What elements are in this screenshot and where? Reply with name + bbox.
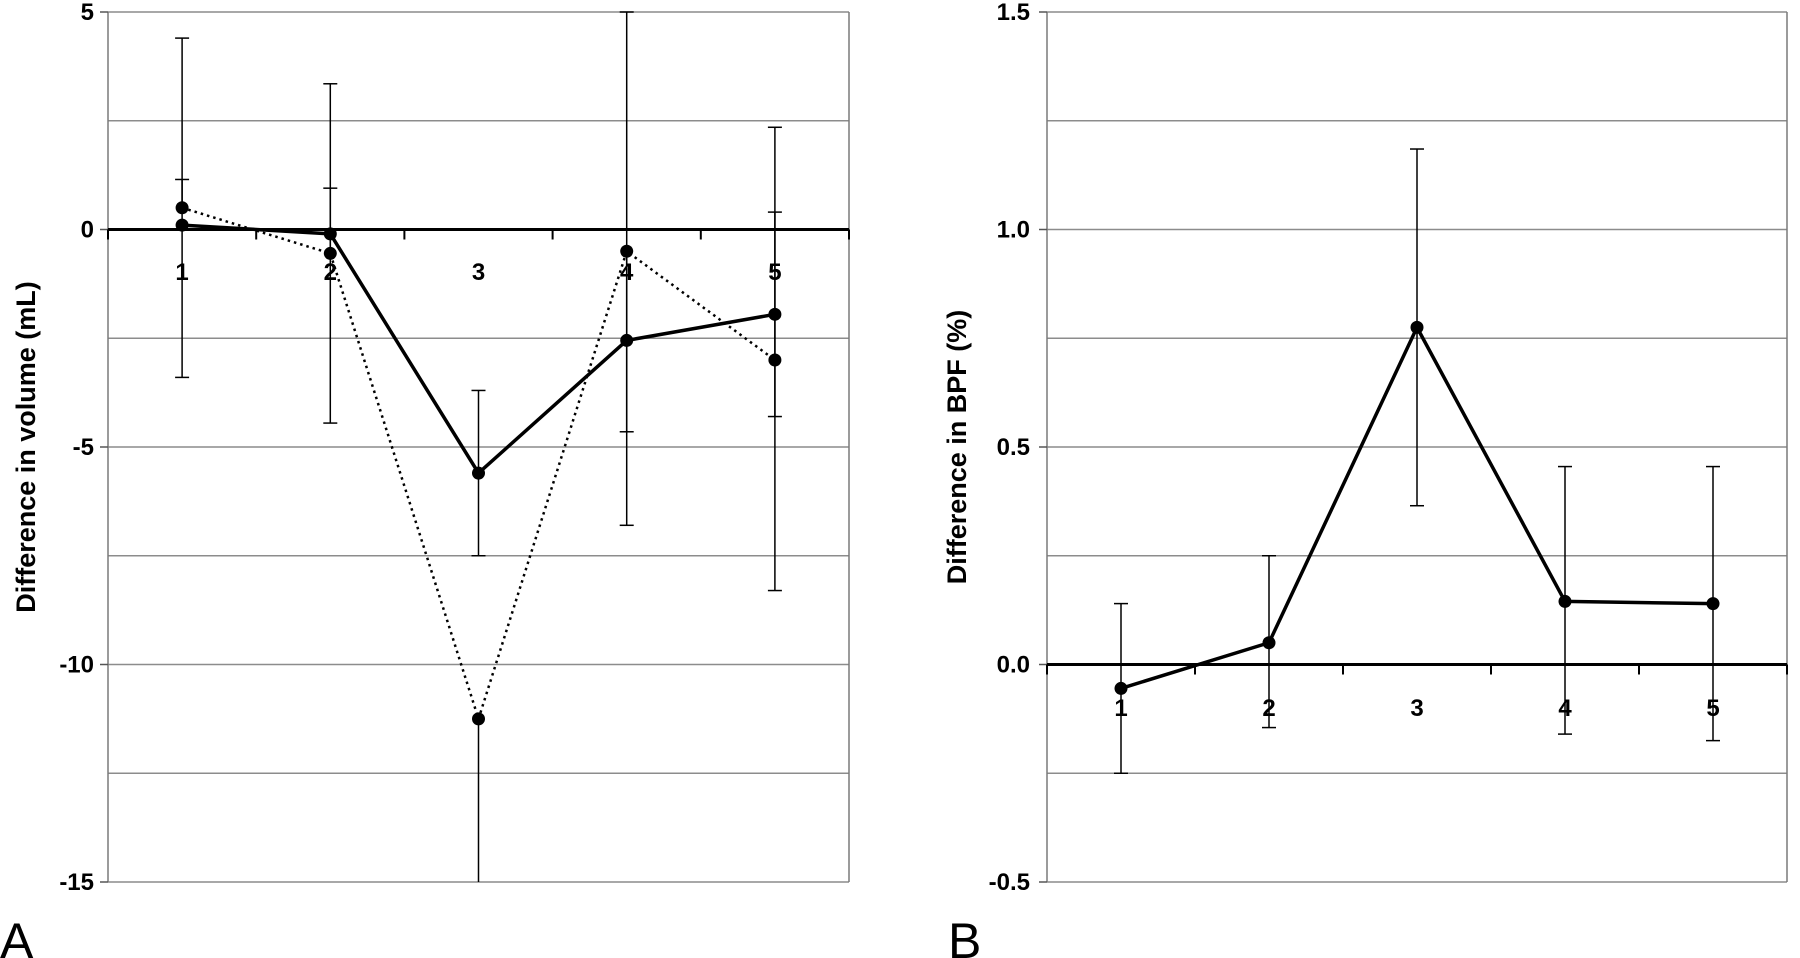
x-tick-label: 3 (1410, 695, 1423, 722)
data-point (620, 244, 634, 258)
y-tick-label: 0 (81, 217, 94, 244)
panel-label: A (0, 913, 34, 958)
series-1 (175, 11, 782, 592)
data-point (1706, 597, 1720, 611)
data-point (175, 201, 189, 215)
data-point (1558, 594, 1572, 608)
series-1 (1114, 148, 1720, 774)
y-tick-label: -0.5 (989, 869, 1030, 896)
data-point (768, 353, 782, 367)
y-tick-label: 0.0 (997, 652, 1030, 679)
y-axis-title: Difference in volume (mL) (11, 281, 41, 613)
data-point (1262, 636, 1276, 650)
data-point (472, 466, 485, 480)
y-tick-label: 5 (81, 0, 94, 26)
y-tick-label: -10 (59, 652, 94, 679)
data-point (1410, 320, 1424, 334)
series-2 (175, 178, 782, 882)
data-point (1114, 681, 1128, 695)
y-tick-label: 0.5 (997, 434, 1030, 461)
y-tick-label: -15 (59, 869, 94, 896)
x-tick-label: 3 (472, 259, 485, 286)
y-axis-title: Difference in BPF (%) (942, 310, 972, 585)
data-point (472, 712, 485, 726)
panel-label: B (948, 913, 981, 958)
data-point (175, 218, 189, 232)
data-point (323, 246, 337, 260)
y-tick-label: -5 (73, 434, 94, 461)
y-tick-label: 1.5 (997, 0, 1030, 26)
y-tick-label: 1.0 (997, 217, 1030, 244)
